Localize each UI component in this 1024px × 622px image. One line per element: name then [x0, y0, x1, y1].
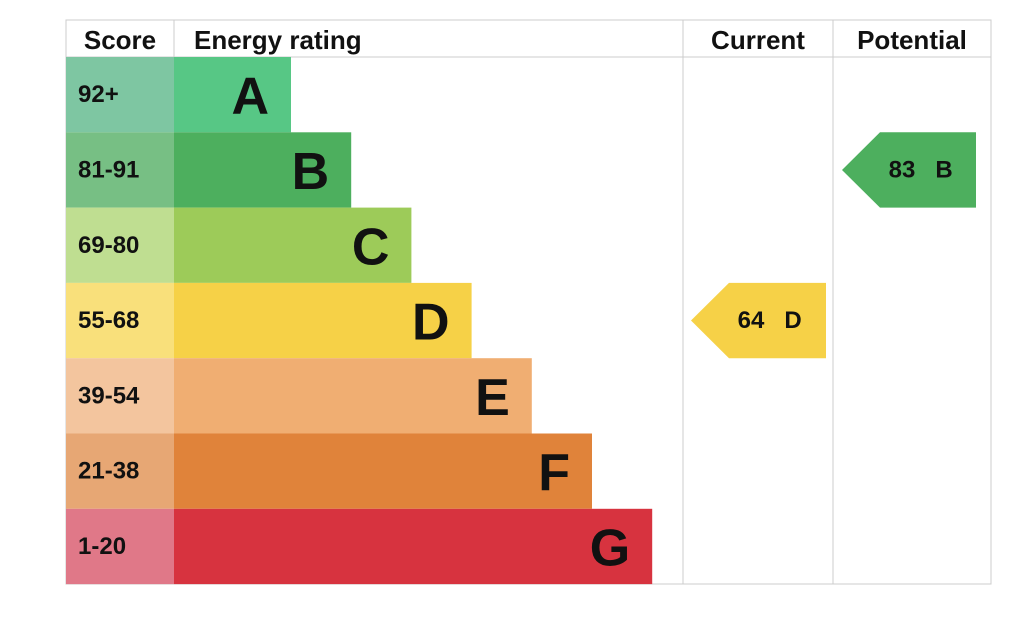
- rating-bar: [174, 57, 291, 133]
- score-cell: [66, 57, 174, 133]
- rating-bar: [174, 508, 653, 585]
- rating-bar: [174, 282, 472, 359]
- rating-bar: [174, 132, 352, 208]
- current-value: 64: [738, 307, 765, 334]
- score-label: 69-80: [78, 232, 139, 259]
- rating-letter: A: [231, 68, 269, 126]
- score-label: 39-54: [78, 382, 140, 409]
- current-arrow: [691, 282, 826, 359]
- score-cell: [66, 508, 174, 585]
- score-label: 81-91: [78, 156, 139, 183]
- score-cell: [66, 207, 174, 283]
- rating-letter: G: [590, 519, 630, 577]
- score-label: 21-38: [78, 458, 139, 485]
- rating-letter: C: [352, 218, 390, 276]
- header-potential: Potential: [857, 25, 967, 55]
- score-label: 55-68: [78, 307, 139, 334]
- rating-letter: F: [538, 444, 570, 502]
- score-cell: [66, 282, 174, 359]
- header-current: Current: [711, 25, 805, 55]
- rating-bar: [174, 207, 412, 283]
- score-cell: [66, 358, 174, 434]
- rating-bar: [174, 358, 532, 434]
- score-cell: [66, 433, 174, 509]
- current-letter: D: [784, 307, 801, 334]
- score-cell: [66, 132, 174, 208]
- score-label: 1-20: [78, 533, 126, 560]
- potential-value: 83: [889, 156, 916, 183]
- potential-arrow: [842, 132, 976, 208]
- header-score: Score: [84, 25, 156, 55]
- score-label: 92+: [78, 81, 119, 108]
- potential-letter: B: [935, 156, 952, 183]
- rating-bar: [174, 433, 592, 509]
- rating-letter: D: [412, 294, 450, 352]
- header-rating: Energy rating: [194, 25, 362, 55]
- rating-letter: E: [475, 369, 510, 427]
- rating-letter: B: [292, 143, 330, 201]
